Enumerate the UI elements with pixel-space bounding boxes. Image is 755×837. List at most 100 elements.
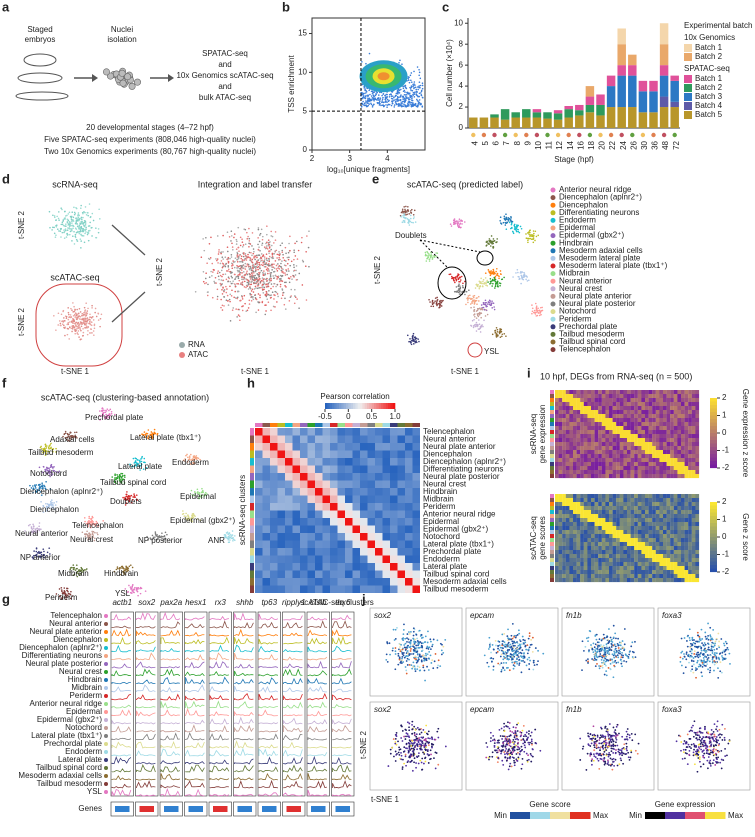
cell-dot (91, 332, 93, 334)
cell-dot (33, 550, 35, 552)
cluster-color-bar (250, 428, 254, 436)
bar-segment (532, 109, 542, 113)
cell-dot (477, 295, 480, 298)
heatmap-cell (598, 398, 602, 403)
heatmap-cell (673, 418, 678, 423)
heatmap-cell (591, 422, 595, 427)
density-dot (364, 97, 367, 100)
heatmap-cell (684, 430, 689, 435)
cell-dot (64, 334, 66, 337)
cluster-label: Periderm (45, 593, 78, 602)
cell-dot (403, 221, 406, 223)
cell-dot (244, 302, 246, 305)
heatmap-cell (555, 426, 559, 431)
cell-dot (517, 224, 520, 227)
heatmap-cell (601, 394, 606, 399)
density-dot (371, 98, 373, 101)
cell-dot (499, 336, 502, 339)
cell-dot (63, 320, 66, 322)
heatmap-cell (612, 414, 617, 419)
heatmap-cell (315, 563, 323, 571)
cell-dot (248, 237, 251, 240)
cell-dot (537, 311, 539, 314)
cell-dot (281, 288, 283, 290)
cell-dot (290, 276, 292, 278)
density-dot (377, 99, 380, 101)
cell-dot (207, 257, 210, 260)
cell-dot (519, 278, 521, 280)
heatmap-cell (315, 488, 323, 496)
bar-segment (670, 80, 679, 102)
cell-dot (229, 293, 232, 296)
cell-dot (435, 252, 437, 254)
heatmap-cell (390, 578, 398, 586)
cell-dot (262, 286, 264, 288)
cell-dot (278, 265, 281, 267)
heatmap-cell (330, 570, 338, 578)
legend-label: Epidermal (gbx2⁺) (559, 231, 624, 240)
cell-dot (105, 415, 107, 418)
stage-dot (502, 132, 508, 138)
cell-dot (472, 326, 475, 329)
cell-dot (145, 466, 148, 469)
heatmap-cell (691, 422, 696, 427)
cell-dot (129, 586, 132, 588)
density-dot (369, 93, 371, 96)
cell-dot (72, 436, 75, 439)
cell-dot (259, 264, 261, 267)
cell-dot (86, 319, 89, 322)
cluster-color-bar (250, 555, 254, 563)
heatmap-cell (285, 495, 293, 503)
cell-dot (259, 249, 261, 252)
cell-dot (228, 236, 231, 238)
colorbar-step (385, 403, 389, 409)
cell-dot (254, 285, 257, 288)
heatmap-cell (616, 426, 620, 431)
cell-dot (241, 281, 244, 283)
cell-dot (73, 308, 76, 311)
heatmap-cell (609, 422, 613, 427)
colorbar-tick-label: 1.0 (389, 412, 401, 421)
heatmap-cell (681, 402, 685, 407)
cell-dot (262, 235, 264, 238)
heatmap-cell (627, 402, 631, 407)
cell-dot (74, 235, 77, 238)
cell-dot (93, 324, 96, 327)
panel-title: scATAC-seq (50, 272, 99, 282)
cell-dot (480, 304, 483, 306)
cell-dot (532, 238, 535, 240)
cell-dot (271, 252, 274, 255)
cell-dot (81, 228, 84, 231)
colorbar-step (332, 403, 335, 409)
cell-dot (276, 275, 279, 278)
cell-dot (424, 251, 427, 254)
density-dot (421, 87, 424, 90)
cell-dot (60, 313, 63, 316)
cell-dot (301, 236, 303, 239)
density-dot (364, 95, 367, 98)
bar-segment (585, 104, 595, 113)
cell-dot (202, 280, 205, 283)
heatmap-cell (412, 465, 420, 473)
heatmap-cell (360, 458, 368, 466)
cell-dot (486, 303, 489, 305)
heatmap-cell (345, 435, 353, 443)
density-dot (379, 102, 381, 105)
cell-dot (531, 312, 533, 315)
cell-dot (52, 226, 54, 229)
cell-dot (131, 566, 134, 569)
x-tick-label: 18 (587, 140, 596, 149)
density-dot (410, 79, 412, 82)
heatmap-cell (262, 555, 270, 563)
cell-dot (455, 278, 457, 280)
cell-dot (527, 279, 530, 282)
heatmap-cell (255, 510, 263, 518)
heatmap-cell (292, 540, 300, 548)
cell-dot (429, 254, 432, 257)
cell-dot (58, 320, 61, 322)
heatmap-cell (666, 422, 671, 427)
cell-dot (209, 257, 212, 259)
heatmap-cell (375, 428, 383, 436)
cell-dot (281, 280, 283, 282)
cell-dot (439, 304, 442, 306)
